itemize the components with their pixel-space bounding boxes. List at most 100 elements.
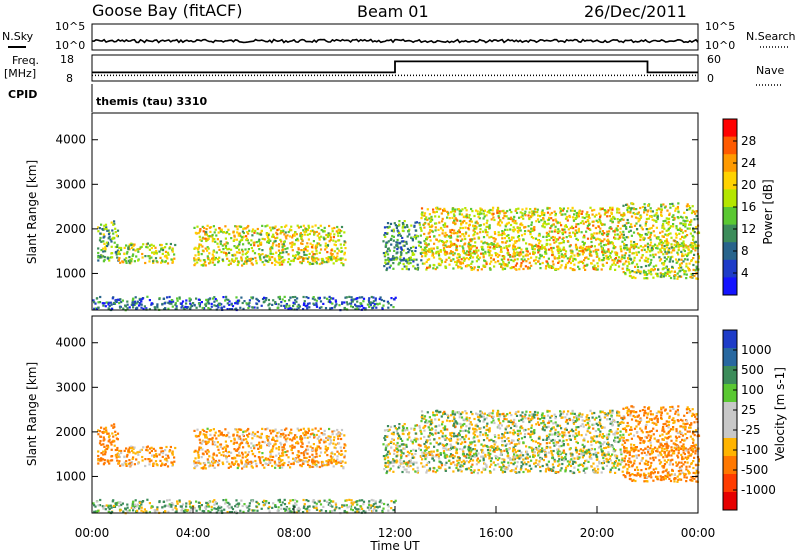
velocity-cell: [330, 455, 332, 457]
power-cell: [534, 245, 536, 247]
power-cell: [548, 223, 550, 225]
power-cell: [634, 213, 636, 215]
velocity-cell: [228, 467, 230, 469]
power-cell: [657, 238, 659, 240]
power-cell: [655, 221, 657, 223]
power-cell: [520, 211, 522, 213]
power-cell: [283, 241, 285, 243]
power-cell: [212, 240, 214, 242]
power-cell: [344, 259, 346, 261]
power-cell: [671, 247, 673, 249]
velocity-cell: [300, 435, 302, 437]
velocity-cell: [307, 464, 309, 466]
power-cell: [603, 232, 605, 234]
power-cell: [441, 220, 443, 222]
velocity-cell: [114, 445, 116, 447]
power-cell: [612, 221, 614, 223]
velocity-cell: [400, 438, 402, 440]
power-cell: [665, 267, 667, 269]
velocity-cell: [291, 449, 293, 451]
power-cell: [268, 239, 270, 241]
power-cell: [421, 249, 423, 251]
power-cell: [693, 211, 695, 213]
power-cell: [596, 262, 598, 264]
power-cell: [674, 274, 676, 276]
power-cell: [643, 209, 645, 211]
power-cell: [307, 261, 309, 263]
power-cell: [529, 233, 531, 235]
power-cell: [683, 273, 685, 275]
velocity-cell: [208, 455, 210, 457]
power-cell: [198, 257, 200, 259]
power-cell: [558, 242, 560, 244]
power-cell: [644, 203, 646, 205]
nave-label: Nave: [756, 64, 784, 77]
power-cell: [555, 218, 557, 220]
power-cell: [433, 243, 435, 245]
power-cell: [597, 265, 599, 267]
velocity-cell: [387, 425, 389, 427]
power-cell: [457, 235, 459, 237]
power-cell: [112, 297, 114, 299]
power-cell: [145, 246, 147, 248]
velocity-cell: [242, 453, 244, 455]
power-cell: [492, 216, 494, 218]
power-cell: [613, 260, 615, 262]
power-cell: [662, 225, 664, 227]
power-cell: [624, 239, 626, 241]
power-cell: [621, 233, 623, 235]
velocity-cell: [400, 449, 402, 451]
power-cell: [662, 273, 664, 275]
power-cell: [470, 266, 472, 268]
velocity-cell: [108, 433, 110, 435]
power-cell: [196, 307, 198, 309]
power-cell: [289, 297, 291, 299]
velocity-cell: [218, 452, 220, 454]
power-cell: [573, 213, 575, 215]
power-cell: [301, 239, 303, 241]
power-cell: [687, 259, 689, 261]
power-cell: [467, 245, 469, 247]
power-cell: [390, 244, 392, 246]
power-cell: [270, 229, 272, 231]
velocity-cell: [319, 447, 321, 449]
power-cell: [649, 215, 651, 217]
power-cell: [689, 221, 691, 223]
velocity-cell: [147, 446, 149, 448]
power-cell: [189, 297, 191, 299]
velocity-cell: [553, 442, 555, 444]
power-cell: [134, 260, 136, 262]
power-cell: [331, 303, 333, 305]
velocity-cell: [149, 460, 151, 462]
velocity-cell: [165, 463, 167, 465]
power-cell: [628, 263, 630, 265]
power-cell: [690, 233, 692, 235]
power-cell: [474, 241, 476, 243]
power-cell: [245, 257, 247, 259]
power-cell: [230, 262, 232, 264]
power-cell: [225, 238, 227, 240]
power-cell: [205, 299, 207, 301]
power-cell: [384, 226, 386, 228]
power-cell: [134, 301, 136, 303]
power-cell: [479, 231, 481, 233]
y-tick-label: 1000: [55, 266, 86, 280]
power-cell: [209, 227, 211, 229]
power-cell: [617, 233, 619, 235]
power-cell: [338, 304, 340, 306]
velocity-cell: [406, 471, 408, 473]
power-cell: [603, 238, 605, 240]
power-cell: [675, 233, 677, 235]
power-cell: [417, 264, 419, 266]
power-cell: [465, 227, 467, 229]
velocity-cell: [111, 459, 113, 461]
power-cell: [614, 238, 616, 240]
power-cell: [418, 245, 420, 247]
power-cell: [566, 226, 568, 228]
power-cell: [96, 297, 98, 299]
power-cell: [383, 300, 385, 302]
power-cell: [396, 252, 398, 254]
power-cell: [111, 246, 113, 248]
power-cell: [615, 264, 617, 266]
power-cell: [664, 256, 666, 258]
